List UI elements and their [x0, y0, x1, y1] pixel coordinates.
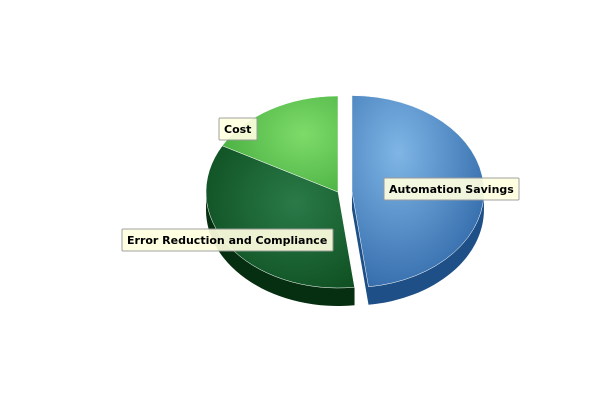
pie-label-text: Automation Savings [389, 183, 514, 196]
pie-label-box [121, 228, 334, 252]
pie-label-box [383, 177, 520, 201]
pie-label-error-reduction-and-compliance: Error Reduction and Compliance [121, 228, 334, 252]
pie-label-box [218, 117, 258, 141]
pie-label-automation-savings: Automation Savings [383, 177, 520, 201]
pie-label-text: Cost [224, 123, 251, 136]
pie-slice-edge [351, 191, 369, 305]
pie-label-text: Error Reduction and Compliance [127, 234, 327, 247]
pie-slice-side-automation-savings [368, 191, 484, 305]
pie-slice-side-error-reduction-and-compliance [206, 192, 355, 306]
pie-slices [205, 95, 485, 306]
pie-label-cost: Cost [218, 117, 258, 141]
pie-labels: Automation Savings Error Reduction and Co… [121, 117, 520, 252]
